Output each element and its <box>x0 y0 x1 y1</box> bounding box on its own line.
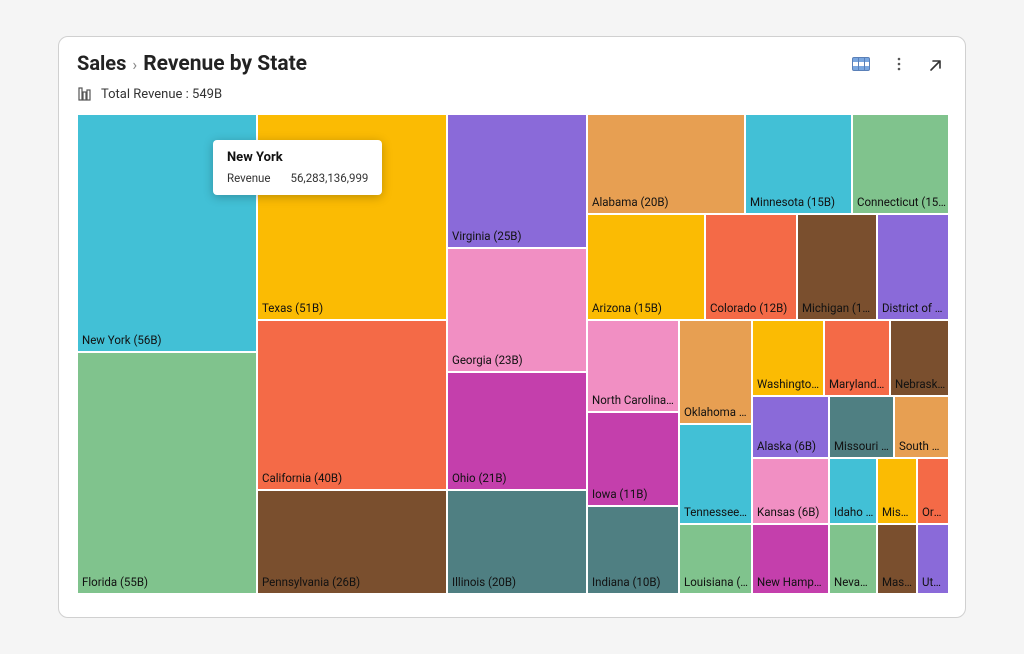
treemap-cell[interactable]: Missouri (6B) <box>829 396 894 458</box>
tooltip-row: Revenue 56,283,136,999 <box>227 171 368 185</box>
treemap-cell[interactable]: Minnesota (15B) <box>745 114 852 214</box>
treemap-cell-label: Kansas (6B) <box>757 506 826 520</box>
treemap-cell-label: Texas (51B) <box>262 302 444 316</box>
treemap-cell-label: Oklahoma (10… <box>684 406 749 420</box>
treemap-cell-label: Louisiana (7B) <box>684 576 749 590</box>
tooltip-metric-value: 56,283,136,999 <box>291 171 369 185</box>
treemap-cell-label: Washington (7… <box>757 378 821 392</box>
treemap-cell-label: Pennsylvania (26B) <box>262 576 444 590</box>
treemap-cell-label: Alabama (20B) <box>592 196 742 210</box>
treemap-cell[interactable]: Virginia (25B) <box>447 114 587 248</box>
treemap-cell-label: Ohio (21B) <box>452 472 584 486</box>
treemap-cell-label: Minnesota (15B) <box>750 196 849 210</box>
breadcrumb-separator: › <box>132 55 137 74</box>
treemap-cell[interactable]: Massac… <box>877 524 917 594</box>
table-view-icon[interactable] <box>851 54 871 74</box>
treemap-cell[interactable]: South Caro… <box>894 396 949 458</box>
treemap-cell[interactable]: New Hampshir… <box>752 524 829 594</box>
treemap-cell[interactable]: Louisiana (7B) <box>679 524 752 594</box>
treemap-cell-label: Maryland (7B) <box>829 378 887 392</box>
tooltip-title: New York <box>227 150 368 165</box>
treemap-cell[interactable]: Florida (55B) <box>77 352 257 594</box>
treemap-cell[interactable]: Michigan (12B) <box>797 214 877 320</box>
treemap-cell[interactable]: Missis… <box>877 458 917 524</box>
treemap-cell[interactable]: Alabama (20B) <box>587 114 745 214</box>
more-options-icon[interactable] <box>889 54 909 74</box>
treemap-cell-label: Indiana (10B) <box>592 576 676 590</box>
treemap-cell-label: Missouri (6B) <box>834 440 891 454</box>
treemap-cell[interactable]: Nevada (4… <box>829 524 877 594</box>
treemap-cell-label: Tennessee (8B) <box>684 506 749 520</box>
card-header: Sales › Revenue by State <box>77 51 947 76</box>
treemap-cell[interactable]: Maryland (7B) <box>824 320 890 396</box>
treemap-chart[interactable]: New York (56B) Florida (55B) Texas (51B) Ca… <box>77 114 949 594</box>
treemap-cell[interactable]: Orego… <box>917 458 949 524</box>
treemap-cell[interactable]: Ohio (21B) <box>447 372 587 490</box>
treemap-cell[interactable]: District of Colum… <box>877 214 949 320</box>
treemap-cell-label: New Hampshir… <box>757 576 826 590</box>
tooltip-metric-label: Revenue <box>227 171 271 185</box>
treemap-cell-label: Massac… <box>882 576 914 590</box>
treemap-cell-label: Illinois (20B) <box>452 576 584 590</box>
subheader: Total Revenue : 549B <box>77 86 947 102</box>
treemap-cell[interactable]: Kansas (6B) <box>752 458 829 524</box>
treemap-cell-label: Idaho (5B) <box>834 506 874 520</box>
treemap-cell[interactable]: Idaho (5B) <box>829 458 877 524</box>
treemap-cell[interactable]: Colorado (12B) <box>705 214 797 320</box>
treemap-cell-label: Missis… <box>882 506 914 520</box>
treemap-cell[interactable]: Washington (7… <box>752 320 824 396</box>
treemap-cell[interactable]: Alaska (6B) <box>752 396 829 458</box>
treemap-cell-label: Utah… <box>922 576 946 590</box>
treemap-cell-label: Nevada (4… <box>834 576 874 590</box>
treemap-cell[interactable]: Utah… <box>917 524 949 594</box>
treemap-cell-label: Colorado (12B) <box>710 302 794 316</box>
treemap-cell-label: Nebraska (7… <box>895 378 946 392</box>
breadcrumb-root[interactable]: Sales <box>77 51 126 75</box>
breadcrumb: Sales › Revenue by State <box>77 51 307 76</box>
treemap-cell-label: North Carolina (11B) <box>592 394 676 408</box>
treemap-cell-label: Georgia (23B) <box>452 354 584 368</box>
treemap-cell[interactable]: Arizona (15B) <box>587 214 705 320</box>
treemap-cell[interactable]: Illinois (20B) <box>447 490 587 594</box>
treemap-cell-label: California (40B) <box>262 472 444 486</box>
treemap-cell-label: Virginia (25B) <box>452 230 584 244</box>
treemap-cell-label: District of Colum… <box>882 302 946 316</box>
explore-icon[interactable] <box>77 86 93 102</box>
collapse-icon[interactable] <box>927 54 947 74</box>
chart-card: Sales › Revenue by State Total Revenue :… <box>58 36 966 618</box>
treemap-cell[interactable]: Connecticut (15B) <box>852 114 949 214</box>
treemap-cell[interactable]: California (40B) <box>257 320 447 490</box>
treemap-cell[interactable]: Iowa (11B) <box>587 412 679 506</box>
treemap-cell[interactable]: Oklahoma (10… <box>679 320 752 424</box>
treemap-cell-label: Arizona (15B) <box>592 302 702 316</box>
treemap-cell-label: South Caro… <box>899 440 946 454</box>
treemap-cell-label: Iowa (11B) <box>592 488 676 502</box>
header-actions <box>851 54 947 74</box>
tooltip: New York Revenue 56,283,136,999 <box>213 140 382 195</box>
treemap-cell[interactable]: Pennsylvania (26B) <box>257 490 447 594</box>
treemap-cell[interactable]: Tennessee (8B) <box>679 424 752 524</box>
treemap-cell[interactable]: Nebraska (7… <box>890 320 949 396</box>
total-revenue-label: Total Revenue : 549B <box>101 87 222 102</box>
treemap-cell-label: Alaska (6B) <box>757 440 826 454</box>
treemap-cell[interactable]: Georgia (23B) <box>447 248 587 372</box>
treemap-cell-label: Michigan (12B) <box>802 302 874 316</box>
treemap-cell-label: Orego… <box>922 506 946 520</box>
treemap-cell-label: Connecticut (15B) <box>857 196 946 210</box>
treemap-cell[interactable]: Indiana (10B) <box>587 506 679 594</box>
breadcrumb-leaf: Revenue by State <box>143 52 307 76</box>
treemap-cell-label: New York (56B) <box>82 334 254 348</box>
treemap-cell[interactable]: North Carolina (11B) <box>587 320 679 412</box>
treemap-cell-label: Florida (55B) <box>82 576 254 590</box>
